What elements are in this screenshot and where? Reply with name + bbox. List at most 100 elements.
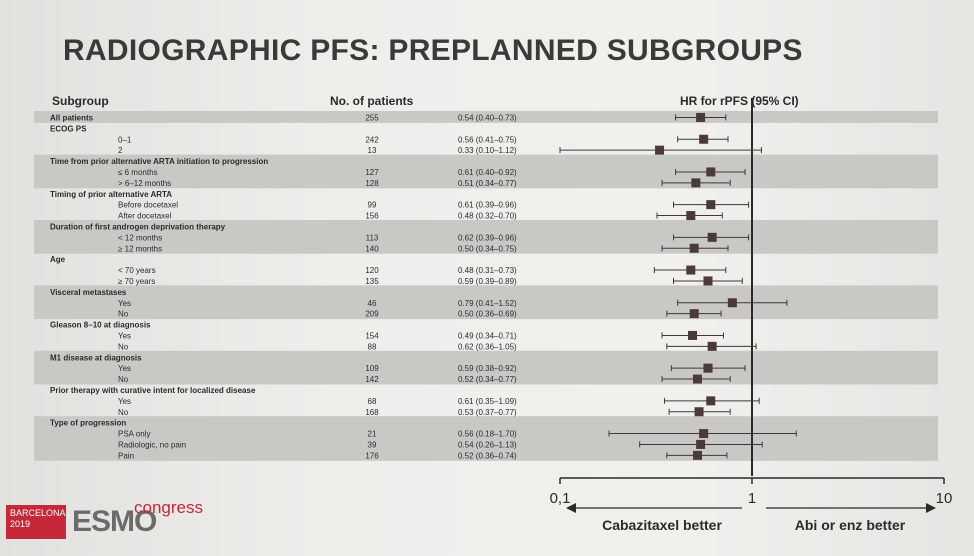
- subgroup-label: ≥ 70 years: [118, 277, 155, 286]
- hr-ci-text: 0.49 (0.34–0.71): [458, 331, 517, 340]
- hr-point-marker: [655, 145, 665, 155]
- subgroup-header: Time from prior alternative ARTA initiat…: [50, 157, 268, 166]
- logo-city: BARCELONA: [10, 508, 66, 518]
- subgroup-header: Visceral metastases: [50, 288, 127, 297]
- subgroup-label: No: [118, 375, 129, 384]
- subgroup-label: Pain: [118, 451, 134, 460]
- hr-point-marker: [692, 450, 702, 460]
- patient-count: 120: [365, 266, 379, 275]
- hr-ci-text: 0.79 (0.41–1.52): [458, 299, 517, 308]
- logo-suffix: congress: [134, 498, 203, 517]
- hr-ci-text: 0.59 (0.38–0.92): [458, 364, 517, 373]
- patient-count: 142: [365, 375, 379, 384]
- subgroup-label: No: [118, 342, 129, 351]
- hr-point-marker: [696, 439, 706, 449]
- subgroup-label: No: [118, 408, 129, 417]
- hr-point-marker: [706, 200, 716, 210]
- subgroup-header: Duration of first androgen deprivation t…: [50, 222, 226, 231]
- hr-ci-text: 0.59 (0.39–0.89): [458, 277, 517, 286]
- hr-ci-text: 0.48 (0.31–0.73): [458, 266, 517, 275]
- subgroup-label: PSA only: [118, 430, 150, 439]
- slide-title: RADIOGRAPHIC PFS: PREPLANNED SUBGROUPS: [63, 34, 803, 67]
- hr-ci-text: 0.61 (0.35–1.09): [458, 397, 517, 406]
- subgroup-label: 2: [118, 146, 123, 155]
- subgroup-label: Yes: [118, 299, 131, 308]
- hr-ci-text: 0.52 (0.34–0.77): [458, 375, 517, 384]
- patient-count: 255: [365, 113, 379, 122]
- patient-count: 242: [365, 135, 379, 144]
- subgroup-label: < 12 months: [118, 233, 162, 242]
- patient-count: 113: [366, 233, 379, 242]
- patient-count: 46: [368, 299, 377, 308]
- hr-ci-text: 0.61 (0.39–0.96): [458, 201, 517, 210]
- subgroup-label: Yes: [118, 331, 131, 340]
- hr-point-marker: [706, 396, 716, 406]
- x-tick-label: 1: [748, 490, 756, 507]
- hr-point-marker: [706, 167, 716, 177]
- patient-count: 88: [368, 342, 377, 351]
- hr-point-marker: [699, 134, 709, 144]
- hr-ci-text: 0.48 (0.32–0.70): [458, 212, 517, 221]
- subgroup-label: > 6–12 months: [118, 179, 171, 188]
- patient-count: 154: [365, 331, 379, 340]
- subgroup-label: ≥ 12 months: [118, 244, 162, 253]
- subgroup-label: 0–1: [118, 135, 132, 144]
- left-arrow-head: [566, 503, 576, 513]
- logo-brand: ESMO: [72, 505, 157, 538]
- subgroup-label: After docetaxel: [118, 212, 172, 221]
- patient-count: 128: [365, 179, 379, 188]
- row-band: [34, 111, 938, 123]
- hr-ci-text: 0.56 (0.18–1.70): [458, 430, 517, 439]
- hr-point-marker: [686, 211, 696, 221]
- hr-ci-text: 0.51 (0.34–0.77): [458, 179, 517, 188]
- subgroup-header: Gleason 8–10 at diagnosis: [50, 321, 151, 330]
- hr-ci-text: 0.52 (0.36–0.74): [458, 451, 517, 460]
- patient-count: 168: [365, 408, 379, 417]
- hr-ci-text: 0.62 (0.36–1.05): [458, 342, 517, 351]
- patient-count: 21: [368, 430, 377, 439]
- hr-point-marker: [703, 276, 713, 286]
- patient-count: 99: [368, 201, 377, 210]
- hr-point-marker: [696, 112, 706, 122]
- hr-ci-text: 0.62 (0.39–0.96): [458, 233, 517, 242]
- x-tick-label: 0,1: [550, 490, 571, 507]
- subgroup-header: M1 disease at diagnosis: [50, 353, 142, 362]
- hr-ci-text: 0.53 (0.37–0.77): [458, 408, 517, 417]
- subgroup-header: Age: [50, 255, 66, 264]
- row-band: [34, 154, 938, 189]
- patient-count: 68: [368, 397, 377, 406]
- hr-point-marker: [689, 243, 699, 253]
- hr-ci-text: 0.54 (0.26–1.13): [458, 440, 517, 449]
- logo-year: 2019: [10, 519, 31, 529]
- hr-point-marker: [727, 298, 737, 308]
- header-patients: No. of patients: [330, 94, 414, 108]
- right-arrow-head: [926, 503, 936, 513]
- subgroup-label: Yes: [118, 364, 131, 373]
- hr-point-marker: [707, 232, 717, 242]
- patient-count: 156: [365, 212, 379, 221]
- subgroup-header: Timing of prior alternative ARTA: [50, 190, 172, 199]
- subgroup-header: All patients: [50, 113, 94, 122]
- hr-point-marker: [688, 330, 698, 340]
- row-band: [34, 416, 938, 461]
- patient-count: 109: [365, 364, 379, 373]
- subgroup-label: ≤ 6 months: [118, 168, 158, 177]
- logo-city-badge: BARCELONA 2019: [6, 505, 66, 539]
- subgroup-label: Radiologic, no pain: [118, 440, 186, 449]
- hr-ci-text: 0.50 (0.36–0.69): [458, 310, 517, 319]
- hr-point-marker: [703, 363, 713, 373]
- hr-point-marker: [692, 374, 702, 384]
- subgroup-header: Prior therapy with curative intent for l…: [50, 386, 256, 395]
- patient-count: 39: [368, 440, 377, 449]
- hr-point-marker: [707, 341, 717, 351]
- subgroup-header: ECOG PS: [50, 124, 87, 133]
- subgroup-label: < 70 years: [118, 266, 156, 275]
- left-direction-label: Cabazitaxel better: [602, 517, 722, 533]
- header-hr: HR for rPFS (95% CI): [680, 94, 799, 108]
- hr-ci-text: 0.33 (0.10–1.12): [458, 146, 517, 155]
- subgroup-label: No: [118, 310, 129, 319]
- hr-ci-text: 0.54 (0.40–0.73): [458, 113, 517, 122]
- patient-count: 13: [368, 146, 377, 155]
